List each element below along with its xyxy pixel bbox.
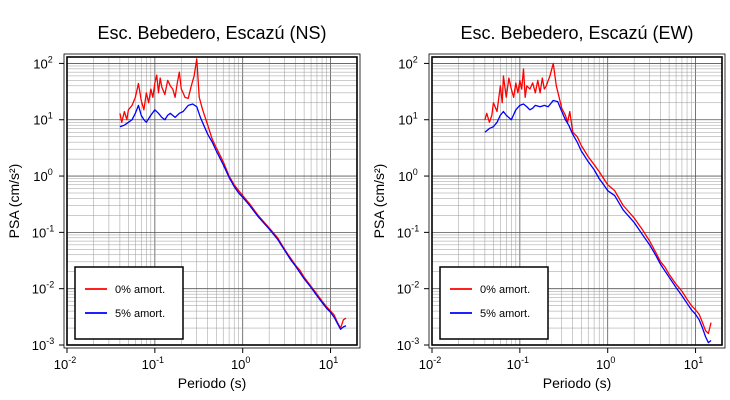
legend: 0% amort. 5% amort. — [439, 266, 549, 340]
chart-panel-2: 10-2 10-1 100 10110-310-210-1100101102Esc. … — [371, 23, 726, 391]
x-tick-label: 10-2 — [419, 355, 441, 372]
legend-label: 5% amort. — [115, 308, 165, 320]
y-tick-label: 101 — [33, 111, 52, 128]
x-axis-label: Periodo (s) — [543, 375, 611, 391]
y-tick-label: 100 — [33, 167, 52, 184]
x-tick-label: 100 — [596, 355, 615, 372]
x-tick-label: 10-1 — [142, 355, 164, 372]
series-line-damped — [119, 103, 347, 330]
plot-frame-outer — [63, 53, 361, 349]
plot-frame-outer — [428, 53, 726, 349]
series-line-undamped — [119, 58, 347, 329]
chart-panel-1: 10-2 10-1 100 10110-310-210-1100101102Esc. … — [6, 23, 361, 391]
y-tick-label: 102 — [398, 54, 417, 71]
x-axis-label: Periodo (s) — [178, 375, 246, 391]
y-axis-label: PSA (cm/s²) — [371, 164, 387, 239]
chart-title: Esc. Bebedero, Escazú (EW) — [460, 23, 693, 43]
x-tick-label: 100 — [231, 355, 250, 372]
legend-label: 0% amort. — [115, 284, 165, 296]
y-tick-label: 102 — [33, 54, 52, 71]
y-tick-label: 10-2 — [397, 280, 419, 297]
series-line-undamped — [484, 62, 712, 335]
legend-box — [74, 266, 184, 340]
y-axis-label: PSA (cm/s²) — [6, 164, 22, 239]
series-line-damped — [484, 99, 712, 344]
legend-label: 0% amort. — [480, 284, 530, 296]
legend-label: 5% amort. — [480, 308, 530, 320]
chart-title: Esc. Bebedero, Escazú (NS) — [97, 23, 326, 43]
y-tick-label: 101 — [398, 111, 417, 128]
plot-frame — [431, 56, 723, 346]
y-tick-label: 10-2 — [32, 280, 54, 297]
grid — [431, 57, 723, 346]
plot-frame — [66, 56, 358, 346]
y-tick-label: 100 — [398, 167, 417, 184]
x-tick-label: 10-2 — [54, 355, 76, 372]
y-tick-label: 10-1 — [397, 223, 419, 240]
y-tick-label: 10-3 — [32, 336, 54, 353]
legend: 0% amort. 5% amort. — [74, 266, 184, 340]
x-tick-label: 101 — [319, 355, 338, 372]
legend-box — [439, 266, 549, 340]
x-tick-label: 101 — [684, 355, 703, 372]
y-tick-label: 10-1 — [32, 223, 54, 240]
x-tick-label: 10-1 — [507, 355, 529, 372]
grid — [66, 57, 358, 346]
y-tick-label: 10-3 — [397, 336, 419, 353]
